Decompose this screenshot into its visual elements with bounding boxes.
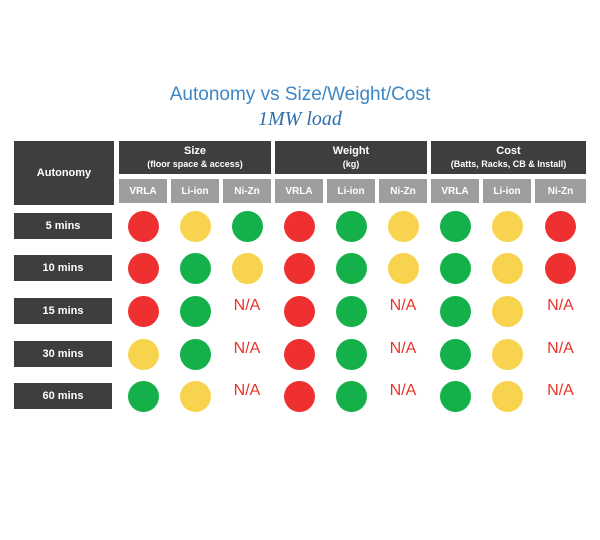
column-header-cost-li-ion: Li-ion	[483, 179, 531, 203]
rating-dot-red-size-vrla	[127, 295, 159, 327]
rating-dot-green-size-li-ion	[179, 338, 211, 370]
na-label-size-ni-zn: N/A	[233, 340, 261, 357]
weight-group-header: Weight (kg)	[275, 141, 427, 174]
column-header-weight-li-ion: Li-ion	[327, 179, 375, 203]
rating-dot-yellow-size-ni-zn	[231, 252, 263, 284]
weight-header-sub: (kg)	[342, 159, 360, 169]
rating-dot-yellow-cost-li-ion	[491, 338, 523, 370]
row-label: 60 mins	[14, 383, 112, 409]
na-label-size-ni-zn: N/A	[233, 297, 261, 314]
na-label-weight-ni-zn: N/A	[389, 382, 417, 399]
rating-dot-red-cost-ni-zn	[545, 252, 576, 284]
row-label: 15 mins	[14, 298, 112, 324]
column-header-weight-ni-zn: Ni-Zn	[379, 179, 427, 203]
rating-dot-green-cost-vrla	[439, 295, 471, 327]
rating-dot-green-size-li-ion	[179, 295, 211, 327]
rating-dot-red-size-vrla	[127, 252, 159, 284]
rating-dot-green-cost-vrla	[439, 338, 471, 370]
rating-dot-red-weight-vrla	[283, 338, 315, 370]
rating-dot-red-weight-vrla	[283, 210, 315, 242]
rating-dot-red-size-vrla	[127, 210, 159, 242]
column-header-size-li-ion: Li-ion	[171, 179, 219, 203]
rating-dot-green-size-ni-zn	[231, 210, 263, 242]
rating-dot-yellow-size-li-ion	[179, 210, 211, 242]
rating-dot-green-weight-li-ion	[335, 252, 367, 284]
na-label-cost-ni-zn: N/A	[547, 340, 574, 357]
column-header-cost-vrla: VRLA	[431, 179, 479, 203]
rating-dot-red-weight-vrla	[283, 295, 315, 327]
rating-dot-green-size-li-ion	[179, 252, 211, 284]
rating-dot-yellow-cost-li-ion	[491, 295, 523, 327]
rating-dot-red-weight-vrla	[283, 380, 315, 412]
rating-dot-red-cost-ni-zn	[545, 210, 576, 242]
size-header-label: Size	[183, 145, 206, 157]
row-label: 5 mins	[14, 213, 112, 239]
rating-dot-green-weight-li-ion	[335, 338, 367, 370]
rating-dot-green-cost-vrla	[439, 380, 471, 412]
rating-dot-yellow-weight-ni-zn	[387, 210, 419, 242]
size-group-header: Size (floor space & access)	[119, 141, 271, 174]
rating-dot-yellow-size-li-ion	[179, 380, 211, 412]
cost-header-sub: (Batts, Racks, CB & Install)	[450, 159, 567, 169]
rating-dot-green-size-vrla	[127, 380, 159, 412]
rating-dot-green-weight-li-ion	[335, 380, 367, 412]
column-header-size-ni-zn: Ni-Zn	[223, 179, 271, 203]
chart-subtitle: 1MW load	[258, 108, 342, 130]
rating-dot-yellow-cost-li-ion	[491, 380, 523, 412]
rating-dot-green-weight-li-ion	[335, 210, 367, 242]
chart-title: Autonomy vs Size/Weight/Cost	[169, 84, 431, 105]
rating-dot-yellow-cost-li-ion	[491, 252, 523, 284]
column-header-weight-vrla: VRLA	[275, 179, 323, 203]
rating-dot-green-weight-li-ion	[335, 295, 367, 327]
na-label-weight-ni-zn: N/A	[389, 297, 417, 314]
size-header-sub: (floor space & access)	[147, 159, 243, 169]
na-label-weight-ni-zn: N/A	[389, 340, 417, 357]
row-label: 10 mins	[14, 255, 112, 281]
autonomy-header: Autonomy	[14, 141, 114, 205]
column-header-cost-ni-zn: Ni-Zn	[535, 179, 586, 203]
cost-group-header: Cost (Batts, Racks, CB & Install)	[431, 141, 586, 174]
rating-dot-yellow-cost-li-ion	[491, 210, 523, 242]
row-label: 30 mins	[14, 341, 112, 367]
rating-dot-green-cost-vrla	[439, 210, 471, 242]
rating-dot-red-weight-vrla	[283, 252, 315, 284]
rating-dot-green-cost-vrla	[439, 252, 471, 284]
rating-dot-yellow-weight-ni-zn	[387, 252, 419, 284]
cost-header-label: Cost	[496, 145, 521, 157]
na-label-size-ni-zn: N/A	[233, 382, 261, 399]
weight-header-label: Weight	[332, 145, 370, 157]
na-label-cost-ni-zn: N/A	[547, 382, 574, 399]
column-header-size-vrla: VRLA	[119, 179, 167, 203]
na-label-cost-ni-zn: N/A	[547, 297, 574, 314]
rating-dot-yellow-size-vrla	[127, 338, 159, 370]
